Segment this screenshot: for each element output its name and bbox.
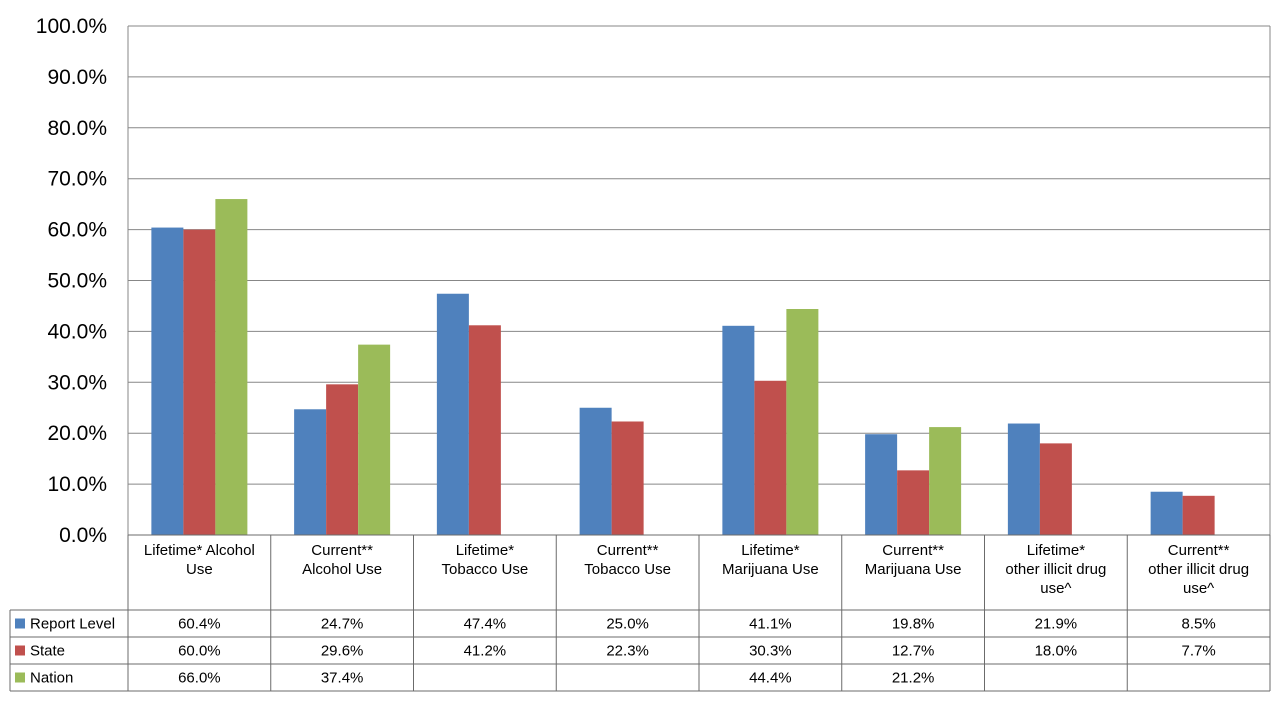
data-label: 21.2% bbox=[892, 670, 935, 687]
bar bbox=[611, 421, 644, 535]
y-tick-label: 100.0% bbox=[36, 15, 107, 38]
bar bbox=[865, 434, 898, 535]
data-label: 7.7% bbox=[1182, 643, 1216, 660]
data-label: 41.1% bbox=[749, 616, 792, 633]
data-label: 30.3% bbox=[749, 643, 792, 660]
data-label: 21.9% bbox=[1035, 616, 1078, 633]
category-label: Tobacco Use bbox=[584, 561, 671, 578]
bar bbox=[151, 227, 184, 535]
category-label: Current** bbox=[882, 542, 944, 559]
legend-key bbox=[15, 618, 25, 629]
category-label: Lifetime* bbox=[741, 542, 800, 559]
data-label: 66.0% bbox=[178, 670, 221, 687]
category-label: Tobacco Use bbox=[442, 561, 529, 578]
data-label: 60.4% bbox=[178, 616, 221, 633]
bar bbox=[436, 293, 469, 535]
data-label: 44.4% bbox=[749, 670, 792, 687]
bar bbox=[1182, 495, 1215, 535]
data-label: 8.5% bbox=[1182, 616, 1216, 633]
y-tick-label: 40.0% bbox=[47, 320, 107, 343]
bar bbox=[1150, 491, 1183, 535]
series-name: Nation bbox=[30, 670, 73, 687]
legend-key bbox=[15, 645, 25, 656]
bar bbox=[215, 199, 248, 535]
y-tick-label: 20.0% bbox=[47, 422, 107, 445]
y-tick-label: 0.0% bbox=[59, 524, 107, 547]
category-label: use^ bbox=[1040, 580, 1071, 597]
data-label: 47.4% bbox=[464, 616, 507, 633]
bar bbox=[929, 427, 962, 535]
data-label: 18.0% bbox=[1035, 643, 1078, 660]
category-label: Current** bbox=[597, 542, 659, 559]
bar bbox=[183, 229, 216, 535]
data-label: 12.7% bbox=[892, 643, 935, 660]
category-label: Current** bbox=[311, 542, 373, 559]
y-tick-label: 90.0% bbox=[47, 66, 107, 89]
bar bbox=[579, 407, 612, 535]
category-label: Lifetime* Alcohol bbox=[144, 542, 255, 559]
category-label: Marijuana Use bbox=[722, 561, 819, 578]
category-label: other illicit drug bbox=[1005, 561, 1106, 578]
bar bbox=[1007, 423, 1040, 535]
data-label: 41.2% bbox=[464, 643, 507, 660]
bar bbox=[1039, 443, 1072, 535]
category-label: Current** bbox=[1168, 542, 1230, 559]
bar bbox=[326, 384, 359, 535]
y-tick-label: 10.0% bbox=[47, 473, 107, 496]
data-label: 19.8% bbox=[892, 616, 935, 633]
bar bbox=[722, 325, 755, 535]
data-label: 60.0% bbox=[178, 643, 221, 660]
category-label: Alcohol Use bbox=[302, 561, 382, 578]
bar bbox=[786, 309, 819, 535]
category-label: Lifetime* bbox=[1027, 542, 1086, 559]
data-label: 24.7% bbox=[321, 616, 364, 633]
y-tick-label: 80.0% bbox=[47, 117, 107, 140]
series-name: Report Level bbox=[30, 616, 115, 633]
bar bbox=[468, 325, 501, 535]
y-tick-label: 50.0% bbox=[47, 270, 107, 293]
category-label: other illicit drug bbox=[1148, 561, 1249, 578]
bar bbox=[294, 409, 327, 535]
bar bbox=[897, 470, 930, 535]
y-tick-label: 70.0% bbox=[47, 168, 107, 191]
bar bbox=[358, 344, 391, 535]
data-label: 25.0% bbox=[606, 616, 649, 633]
data-label: 22.3% bbox=[606, 643, 649, 660]
legend-key bbox=[15, 672, 25, 683]
y-tick-label: 30.0% bbox=[47, 371, 107, 394]
data-label: 29.6% bbox=[321, 643, 364, 660]
category-label: Use bbox=[186, 561, 213, 578]
data-label: 37.4% bbox=[321, 670, 364, 687]
category-label: use^ bbox=[1183, 580, 1214, 597]
category-label: Lifetime* bbox=[456, 542, 515, 559]
y-tick-label: 60.0% bbox=[47, 219, 107, 242]
category-label: Marijuana Use bbox=[865, 561, 962, 578]
bar bbox=[754, 380, 787, 535]
series-name: State bbox=[30, 643, 65, 660]
